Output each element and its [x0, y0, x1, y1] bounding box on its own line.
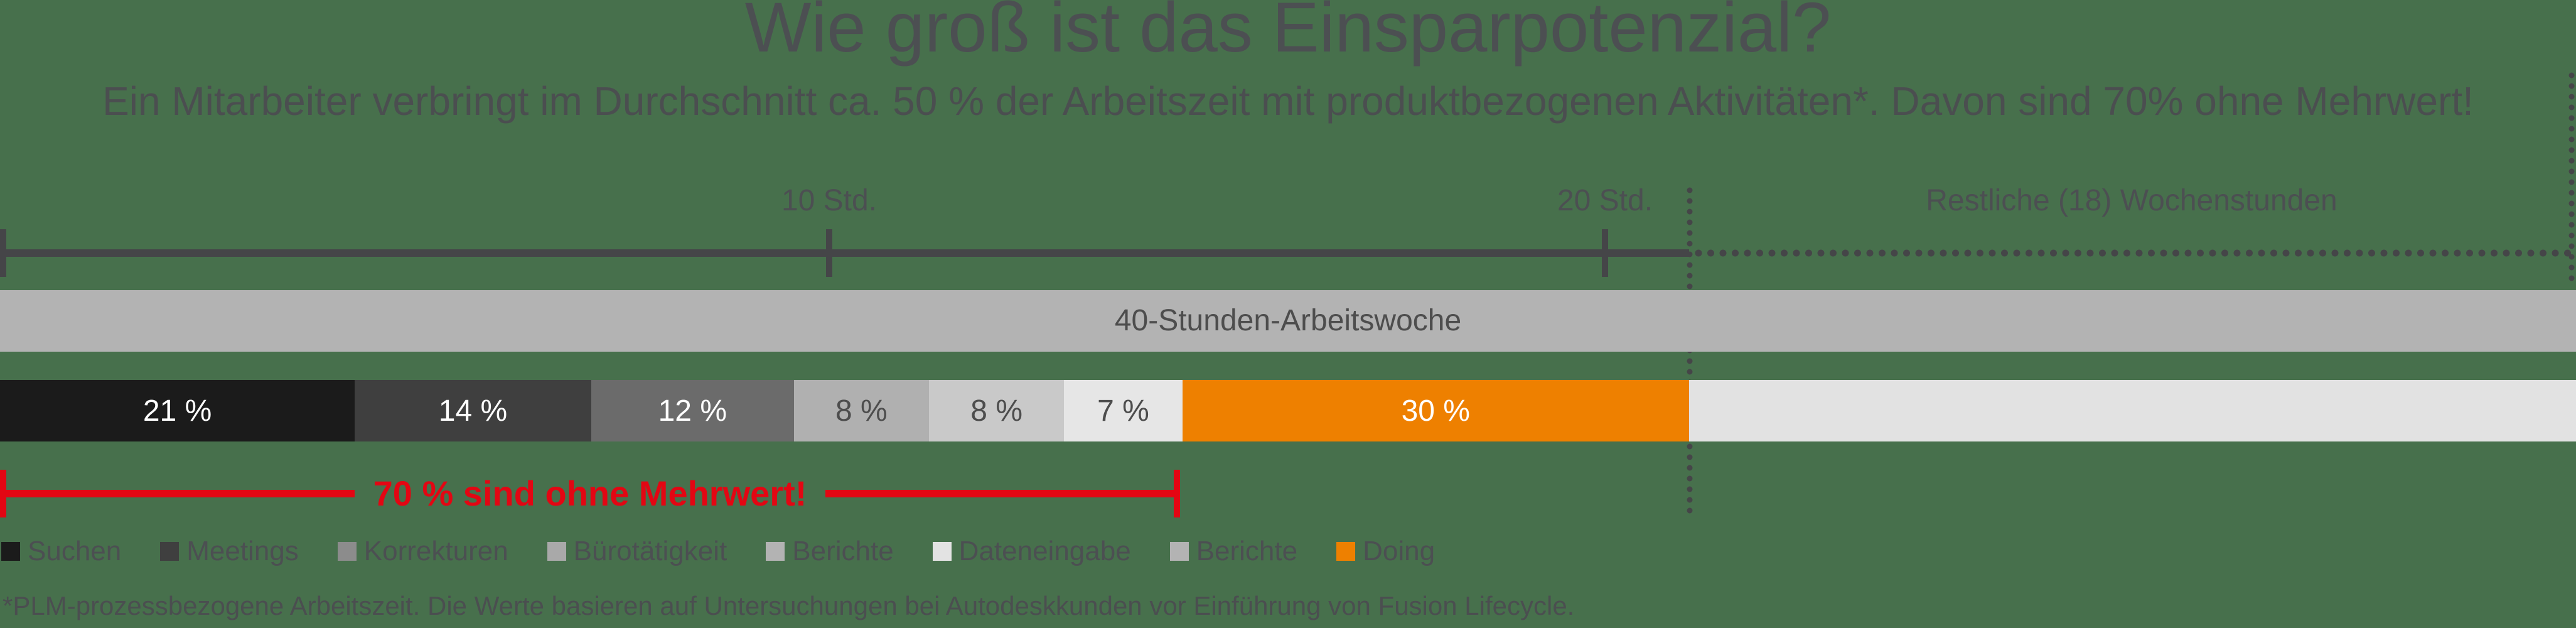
axis-label-remaining-hours: Restliche (18) Wochenstunden: [1926, 184, 2337, 217]
subtitle: Ein Mitarbeiter verbringt im Durchschnit…: [102, 78, 2474, 124]
legend-swatch-icon: [337, 542, 357, 561]
remaining-hours-bar: [1689, 380, 2576, 441]
legend-label: Suchen: [28, 536, 122, 566]
legend-swatch-icon: [932, 542, 952, 561]
footnote: *PLM-prozessbezogene Arbeitszeit. Die We…: [3, 591, 1575, 620]
bar-segment-dateneingabe: 7 %: [1064, 380, 1183, 441]
legend-swatch-icon: [547, 542, 566, 561]
page-title: Wie groß ist das Einsparpotenzial?: [744, 0, 1832, 67]
axis-tick-0: [0, 229, 6, 277]
legend-label: Berichte: [1196, 536, 1298, 566]
bracket-cap-right: [1174, 470, 1181, 517]
legend-swatch-icon: [160, 542, 180, 561]
legend-swatch-icon: [766, 542, 785, 561]
bar-segment-berichte: 8 %: [929, 380, 1065, 441]
legend-item-bürotätigkeit: Bürotätigkeit: [547, 538, 727, 565]
legend-label: Meetings: [186, 536, 299, 566]
legend-label: Berichte: [792, 536, 894, 566]
legend-item-dateneingabe: Dateneingabe: [932, 536, 1131, 566]
legend-item-berichte: Berichte: [766, 536, 894, 566]
annotation-bracket-70-percent: 70 % sind ohne Mehrwert!: [0, 470, 1181, 517]
legend-label: Doing: [1363, 536, 1436, 566]
legend-label: Bürotätigkeit: [573, 536, 727, 566]
legend-item-suchen: Suchen: [1, 538, 121, 565]
legend-item-doing: Doing: [1336, 538, 1435, 565]
activity-stacked-bar: 21 % 14 % 12 % 8 % 8 % 7 % 30 %: [0, 380, 1689, 441]
axis-tick-20: [1602, 229, 1608, 277]
activity-bar-row: 21 % 14 % 12 % 8 % 8 % 7 % 30 %: [0, 380, 2576, 441]
hours-axis-line: [0, 249, 1689, 257]
legend-item-berichte: Berichte: [1169, 536, 1298, 566]
bar-segment-meetings: 14 %: [355, 380, 591, 441]
bar-segment-suchen: 21 %: [0, 380, 355, 441]
week-total-bar: 40-Stunden-Arbeitswoche: [0, 290, 2576, 352]
bracket-line-left: [6, 490, 355, 497]
week-total-bar-label: 40-Stunden-Arbeitswoche: [1114, 304, 1462, 337]
legend-swatch-icon: [1336, 542, 1356, 561]
bar-segment-korrekturen: 12 %: [591, 380, 794, 441]
bracket-line-right: [825, 490, 1174, 497]
annotation-text: 70 % sind ohne Mehrwert!: [373, 474, 807, 513]
bracket-cap-left: [0, 470, 6, 517]
legend-swatch-icon: [1, 542, 20, 561]
legend: Suchen Meetings Korrekturen Bürotätigkeit Be…: [1, 538, 1435, 565]
axis-tick-10: [826, 229, 832, 277]
bar-segment-bürotätigkeit: 8 %: [793, 380, 930, 441]
bar-segment-doing: 30 %: [1182, 380, 1689, 441]
legend-item-korrekturen: Korrekturen: [337, 536, 508, 566]
legend-item-meetings: Meetings: [160, 538, 299, 565]
legend-swatch-icon: [1169, 542, 1189, 561]
legend-label: Dateneingabe: [958, 536, 1131, 566]
legend-label: Korrekturen: [363, 536, 508, 566]
axis-tick-label-20std: 20 Std.: [1557, 184, 1653, 217]
axis-tick-label-10std: 10 Std.: [781, 184, 877, 217]
